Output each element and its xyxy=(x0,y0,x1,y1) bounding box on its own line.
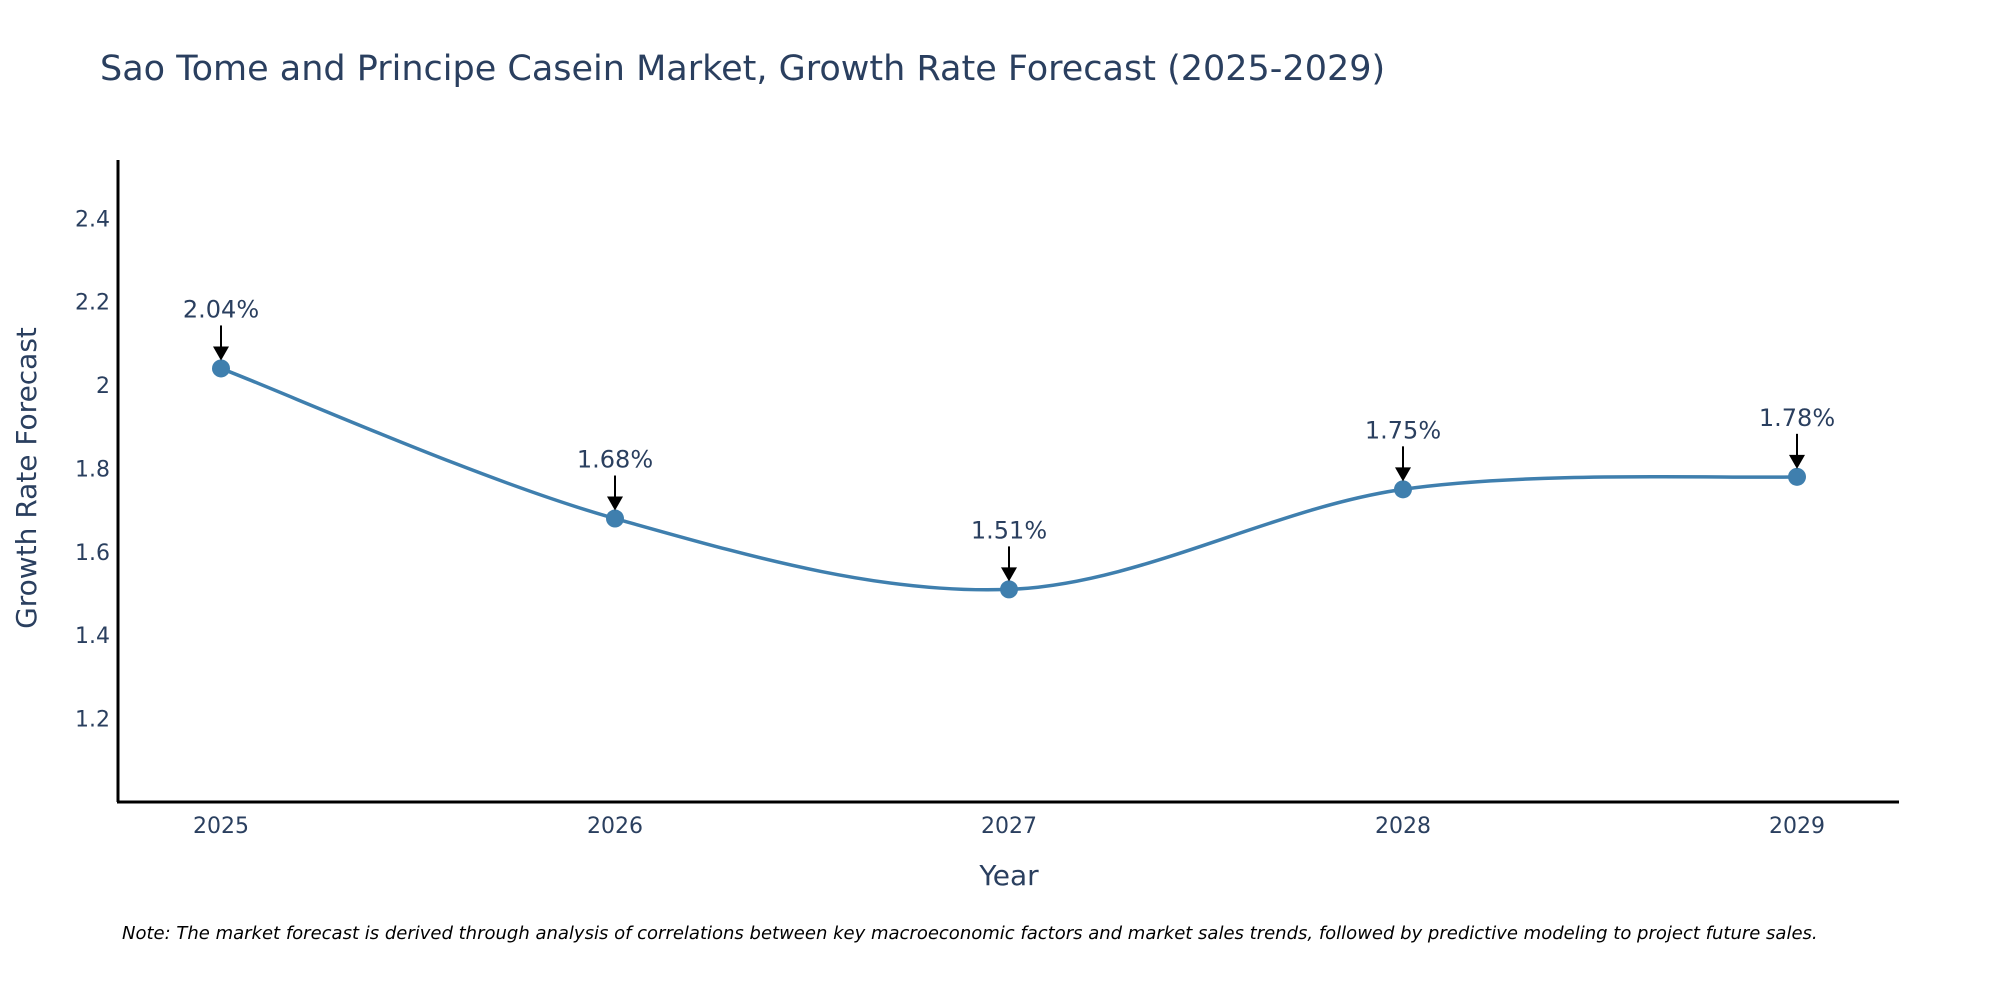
data-point-marker xyxy=(1788,467,1806,486)
x-axis-ticks: 2025 2026 2027 2028 2029 xyxy=(193,814,1825,839)
annotation-arrowhead xyxy=(1789,454,1805,469)
footnote: Note: The market forecast is derived thr… xyxy=(122,923,1818,944)
data-label: 1.68% xyxy=(577,446,653,474)
chart-title: Sao Tome and Principe Casein Market, Gro… xyxy=(100,49,1385,89)
data-label: 1.51% xyxy=(971,516,1047,544)
y-tick-label: 1.6 xyxy=(75,541,110,566)
y-tick-label: 2.4 xyxy=(75,207,110,232)
data-label: 2.04% xyxy=(183,295,259,323)
data-annotations: 2.04% 1.68% 1.51% 1.75% 1.78% xyxy=(183,295,1835,582)
data-points xyxy=(212,359,1806,599)
y-tick-label: 1.8 xyxy=(75,457,110,482)
annotation-arrowhead xyxy=(1001,567,1017,582)
y-axis-title: Growth Rate Forecast xyxy=(10,327,43,629)
data-point-marker xyxy=(1000,580,1018,599)
x-tick-label: 2028 xyxy=(1375,814,1431,839)
annotation-arrowhead xyxy=(213,346,229,361)
data-label: 1.78% xyxy=(1759,404,1835,432)
data-point-marker xyxy=(212,359,230,378)
x-tick-label: 2029 xyxy=(1769,814,1825,839)
data-point-marker xyxy=(1394,480,1412,499)
y-tick-label: 2.2 xyxy=(75,291,110,316)
x-axis-title: Year xyxy=(978,859,1039,892)
x-tick-label: 2025 xyxy=(193,814,249,839)
x-tick-label: 2027 xyxy=(981,814,1037,839)
y-axis-ticks: 1.2 1.4 1.6 1.8 2 2.2 2.4 xyxy=(75,207,110,732)
annotation-arrowhead xyxy=(1395,467,1411,482)
data-label: 1.75% xyxy=(1365,416,1441,444)
data-point-marker xyxy=(606,509,624,528)
y-tick-label: 2 xyxy=(96,374,110,399)
y-tick-label: 1.2 xyxy=(75,708,110,733)
y-tick-label: 1.4 xyxy=(75,624,110,649)
x-tick-label: 2026 xyxy=(587,814,643,839)
annotation-arrowhead xyxy=(607,496,623,511)
